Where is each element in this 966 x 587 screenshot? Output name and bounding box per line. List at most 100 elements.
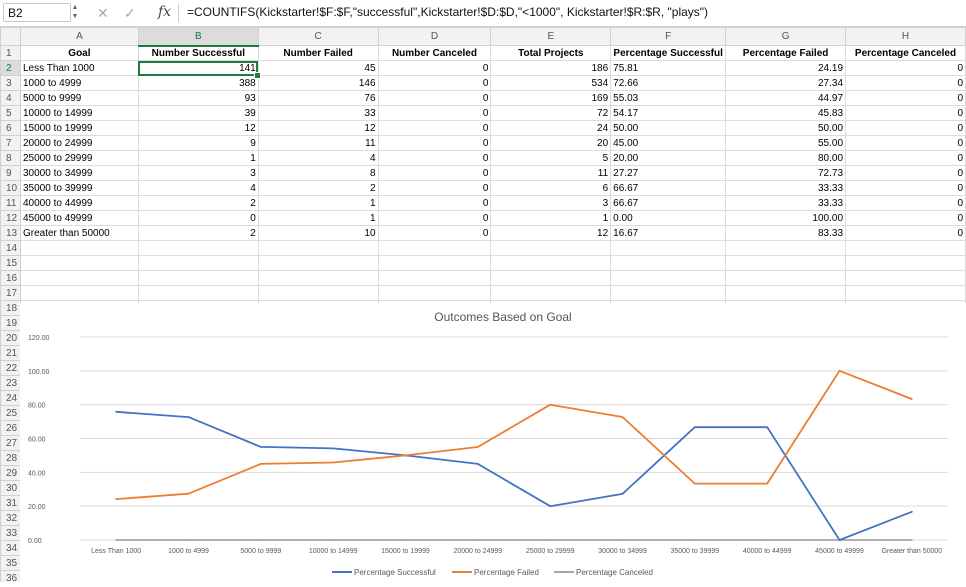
data-cell[interactable]: 10000 to 14999 — [19, 105, 139, 121]
empty-cell[interactable] — [257, 255, 379, 271]
data-cell[interactable]: 20 — [490, 135, 612, 151]
data-cell[interactable]: 0 — [137, 210, 259, 226]
data-cell[interactable]: 5 — [490, 150, 612, 166]
column-header-d[interactable]: D — [377, 27, 492, 46]
data-cell[interactable]: 39 — [137, 105, 259, 121]
data-cell[interactable]: 2 — [137, 195, 259, 211]
data-cell[interactable]: 1 — [137, 150, 259, 166]
check-icon[interactable]: ✓ — [124, 5, 136, 21]
data-cell[interactable]: 11 — [490, 165, 612, 181]
data-cell[interactable]: 35000 to 39999 — [19, 180, 139, 196]
data-cell[interactable]: 0 — [845, 225, 966, 241]
data-cell[interactable]: 0 — [377, 75, 492, 91]
empty-cell[interactable] — [377, 240, 492, 256]
data-cell[interactable]: 1000 to 4999 — [19, 75, 139, 91]
row-header[interactable]: 21 — [0, 345, 21, 361]
fill-handle[interactable] — [254, 71, 262, 79]
header-cell[interactable]: Number Failed — [257, 45, 379, 61]
row-header[interactable]: 15 — [0, 255, 21, 271]
data-cell[interactable]: 76 — [257, 90, 379, 106]
empty-cell[interactable] — [725, 270, 847, 286]
data-cell[interactable]: 0 — [377, 165, 492, 181]
data-cell[interactable]: 141 — [137, 60, 259, 76]
data-cell[interactable]: 55.03 — [610, 90, 727, 106]
empty-cell[interactable] — [845, 270, 966, 286]
row-header[interactable]: 25 — [0, 405, 21, 421]
header-cell[interactable]: Goal — [19, 45, 139, 61]
empty-cell[interactable] — [610, 240, 727, 256]
row-header[interactable]: 26 — [0, 420, 21, 436]
column-header-b[interactable]: B — [137, 27, 259, 47]
data-cell[interactable]: 1 — [257, 195, 379, 211]
data-cell[interactable]: 66.67 — [610, 180, 727, 196]
empty-cell[interactable] — [845, 255, 966, 271]
row-header[interactable]: 27 — [0, 435, 21, 451]
data-cell[interactable]: 54.17 — [610, 105, 727, 121]
header-cell[interactable]: Total Projects — [490, 45, 612, 61]
data-cell[interactable]: 169 — [490, 90, 612, 106]
data-cell[interactable]: 0 — [377, 105, 492, 121]
data-cell[interactable]: 2 — [257, 180, 379, 196]
data-cell[interactable]: 1 — [257, 210, 379, 226]
data-cell[interactable]: 72.73 — [725, 165, 847, 181]
data-cell[interactable]: 80.00 — [725, 150, 847, 166]
line-chart[interactable]: Outcomes Based on Goal 0.00 20.00 40.00 60.0… — [20, 303, 966, 582]
data-cell[interactable]: 4 — [257, 150, 379, 166]
column-header-f[interactable]: F — [610, 27, 727, 46]
row-header[interactable]: 1 — [0, 45, 21, 61]
formula-input[interactable]: =COUNTIFS(Kickstarter!$F:$F,"successful"… — [187, 5, 709, 19]
data-cell[interactable]: 0 — [845, 120, 966, 136]
row-header[interactable]: 17 — [0, 285, 21, 301]
column-header-c[interactable]: C — [257, 27, 379, 46]
row-header[interactable]: 24 — [0, 390, 21, 406]
empty-cell[interactable] — [137, 285, 259, 301]
header-cell[interactable]: Percentage Canceled — [845, 45, 966, 61]
data-cell[interactable]: 100.00 — [725, 210, 847, 226]
data-cell[interactable]: 0 — [377, 180, 492, 196]
data-cell[interactable]: 83.33 — [725, 225, 847, 241]
data-cell[interactable]: 0 — [845, 195, 966, 211]
data-cell[interactable]: 0 — [377, 60, 492, 76]
data-cell[interactable]: 0 — [845, 60, 966, 76]
header-cell[interactable]: Percentage Successful — [610, 45, 727, 61]
data-cell[interactable]: 0 — [845, 210, 966, 226]
empty-cell[interactable] — [377, 255, 492, 271]
data-cell[interactable]: 4 — [137, 180, 259, 196]
name-box[interactable]: B2 — [3, 3, 71, 22]
data-cell[interactable]: 66.67 — [610, 195, 727, 211]
data-cell[interactable]: 55.00 — [725, 135, 847, 151]
data-cell[interactable]: 45000 to 49999 — [19, 210, 139, 226]
data-cell[interactable]: 24.19 — [725, 60, 847, 76]
data-cell[interactable]: 30000 to 34999 — [19, 165, 139, 181]
row-header[interactable]: 29 — [0, 465, 21, 481]
fx-icon[interactable]: fx — [158, 4, 172, 20]
data-cell[interactable]: 0 — [845, 135, 966, 151]
row-header[interactable]: 23 — [0, 375, 21, 391]
data-cell[interactable]: 0 — [845, 90, 966, 106]
empty-cell[interactable] — [490, 240, 612, 256]
row-header[interactable]: 8 — [0, 150, 21, 166]
empty-cell[interactable] — [257, 285, 379, 301]
data-cell[interactable]: 0 — [377, 195, 492, 211]
row-header[interactable]: 34 — [0, 540, 21, 556]
column-header-a[interactable]: A — [19, 27, 139, 46]
data-cell[interactable]: 93 — [137, 90, 259, 106]
data-cell[interactable]: 20000 to 24999 — [19, 135, 139, 151]
data-cell[interactable]: 72 — [490, 105, 612, 121]
row-header[interactable]: 7 — [0, 135, 21, 151]
data-cell[interactable]: 0 — [377, 150, 492, 166]
row-header[interactable]: 12 — [0, 210, 21, 226]
data-cell[interactable]: 3 — [490, 195, 612, 211]
empty-cell[interactable] — [257, 270, 379, 286]
empty-cell[interactable] — [19, 240, 139, 256]
row-header[interactable]: 9 — [0, 165, 21, 181]
empty-cell[interactable] — [845, 240, 966, 256]
row-header[interactable]: 30 — [0, 480, 21, 496]
data-cell[interactable]: 534 — [490, 75, 612, 91]
empty-cell[interactable] — [377, 270, 492, 286]
row-header[interactable]: 5 — [0, 105, 21, 121]
data-cell[interactable]: 12 — [490, 225, 612, 241]
data-cell[interactable]: 11 — [257, 135, 379, 151]
row-header[interactable]: 3 — [0, 75, 21, 91]
row-header[interactable]: 35 — [0, 555, 21, 571]
